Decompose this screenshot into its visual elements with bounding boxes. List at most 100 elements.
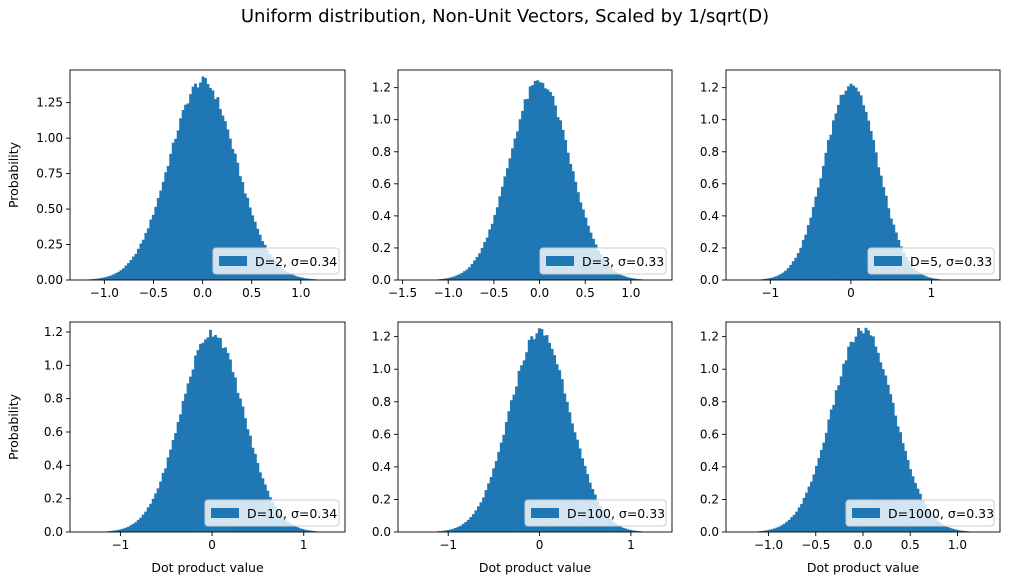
histogram-bar: [243, 193, 247, 280]
histogram-bar: [179, 118, 183, 281]
histogram-bar: [616, 525, 620, 532]
subplot-3: −1 0 1 0.0 0.2 0.4 0.6 0.8 1.0 1.2 D=5, σ=0.33: [700, 69, 1001, 300]
histogram-bar: [141, 239, 145, 280]
histogram-bar: [288, 273, 292, 280]
histogram-bar: [797, 507, 801, 532]
histogram-bar: [114, 530, 118, 532]
legend-swatch: [211, 508, 239, 518]
histogram-bar: [298, 277, 302, 280]
histogram-bar: [834, 113, 838, 280]
histogram-bar: [206, 83, 210, 281]
histogram-bar: [804, 234, 808, 280]
y-tick-label: 0.2: [700, 241, 719, 255]
histogram-bar: [881, 369, 885, 532]
histogram-bar: [784, 270, 788, 280]
histogram-bar: [877, 167, 881, 280]
histogram-bar: [293, 275, 297, 280]
histogram-bar: [223, 121, 227, 280]
histogram-bar: [871, 336, 875, 532]
histogram-bar: [466, 519, 470, 532]
histogram-bar: [508, 158, 512, 280]
y-tick-label: 0.8: [700, 395, 719, 409]
histogram-bar: [216, 97, 220, 280]
histogram-bar: [614, 271, 618, 280]
histogram-bar: [636, 531, 640, 532]
histogram-bar: [194, 83, 197, 280]
histogram-bar: [102, 277, 106, 280]
histogram-bar: [805, 492, 808, 532]
y-tick-label: 0.6: [700, 427, 719, 441]
histogram-bar: [236, 392, 240, 532]
histogram-bar: [531, 85, 535, 280]
legend-box: [845, 499, 995, 527]
histogram-bar: [560, 379, 564, 532]
histogram-bar: [111, 530, 115, 532]
histogram-bar: [629, 529, 633, 532]
y-tick-label: 1.00: [36, 131, 63, 145]
histogram-bar: [483, 242, 487, 280]
histogram-bar: [121, 528, 125, 532]
histogram-bar: [779, 274, 783, 280]
histogram-bar: [782, 523, 786, 532]
histogram-bar: [862, 333, 865, 532]
histogram-bar: [869, 131, 873, 280]
histogram-bar: [775, 527, 779, 532]
y-tick-label: 0.4: [44, 458, 63, 472]
histogram-bar: [523, 99, 527, 280]
histogram-bar: [484, 490, 488, 532]
histogram-bar: [842, 94, 845, 280]
histogram-bar: [533, 80, 537, 280]
y-tick-label: 0.0: [372, 525, 391, 539]
histogram-bar: [565, 401, 569, 532]
y-tick-label: 0.8: [372, 145, 391, 159]
histogram-bar: [473, 260, 476, 280]
histogram-bar: [461, 523, 465, 532]
legend-box: [212, 247, 340, 275]
histogram-bar: [447, 277, 451, 280]
histogram-bar: [468, 267, 471, 280]
histogram-bar: [124, 527, 128, 532]
histogram-bar: [943, 525, 947, 532]
histogram-bar: [537, 328, 541, 532]
legend-swatch: [874, 256, 902, 266]
histogram-bar: [459, 525, 463, 532]
histogram-bar: [951, 528, 954, 532]
histogram-bar: [156, 488, 160, 532]
subplot-1: −1.0 −0.5 0.0 0.5 1.0 0.00 0.25 0.50 0.75 1.00 1.2…: [6, 69, 346, 300]
x-tick-label: 1.0: [291, 286, 310, 300]
histogram-bar: [209, 329, 212, 532]
histogram-bar: [583, 465, 587, 532]
histogram-bar: [99, 278, 103, 280]
histogram-bar: [141, 514, 145, 532]
histogram-bar: [214, 99, 217, 280]
histogram-bar: [494, 461, 498, 532]
histogram-bar: [634, 530, 638, 532]
histogram-bar: [764, 278, 767, 280]
histogram-bar: [206, 337, 210, 532]
histogram-bar: [493, 214, 497, 280]
histogram-bar: [932, 278, 936, 280]
histogram-bar: [536, 80, 540, 280]
histogram-bar: [452, 276, 456, 280]
y-tick-label: 0.0: [372, 273, 391, 287]
histogram-bar: [146, 507, 150, 532]
histogram-bar: [226, 129, 230, 280]
histogram-bar: [917, 272, 921, 280]
histogram-bar: [894, 415, 898, 532]
x-tick-label: −0.5: [479, 286, 508, 300]
histogram-bar: [946, 526, 950, 532]
histogram-bars: [106, 329, 317, 532]
histogram-bar: [859, 95, 863, 280]
histogram-bar: [446, 530, 450, 532]
histogram-bar: [906, 460, 910, 532]
histogram-bar: [611, 521, 615, 532]
histogram-bar: [548, 342, 551, 532]
histogram-bar: [786, 268, 790, 280]
histogram-bar: [792, 514, 796, 532]
histogram-bar: [456, 526, 460, 532]
x-tick-label: 0.5: [576, 286, 595, 300]
histogram-bar: [488, 229, 492, 280]
histogram-bar: [449, 529, 452, 532]
histogram-bar: [107, 276, 110, 280]
histogram-bar: [154, 206, 158, 280]
